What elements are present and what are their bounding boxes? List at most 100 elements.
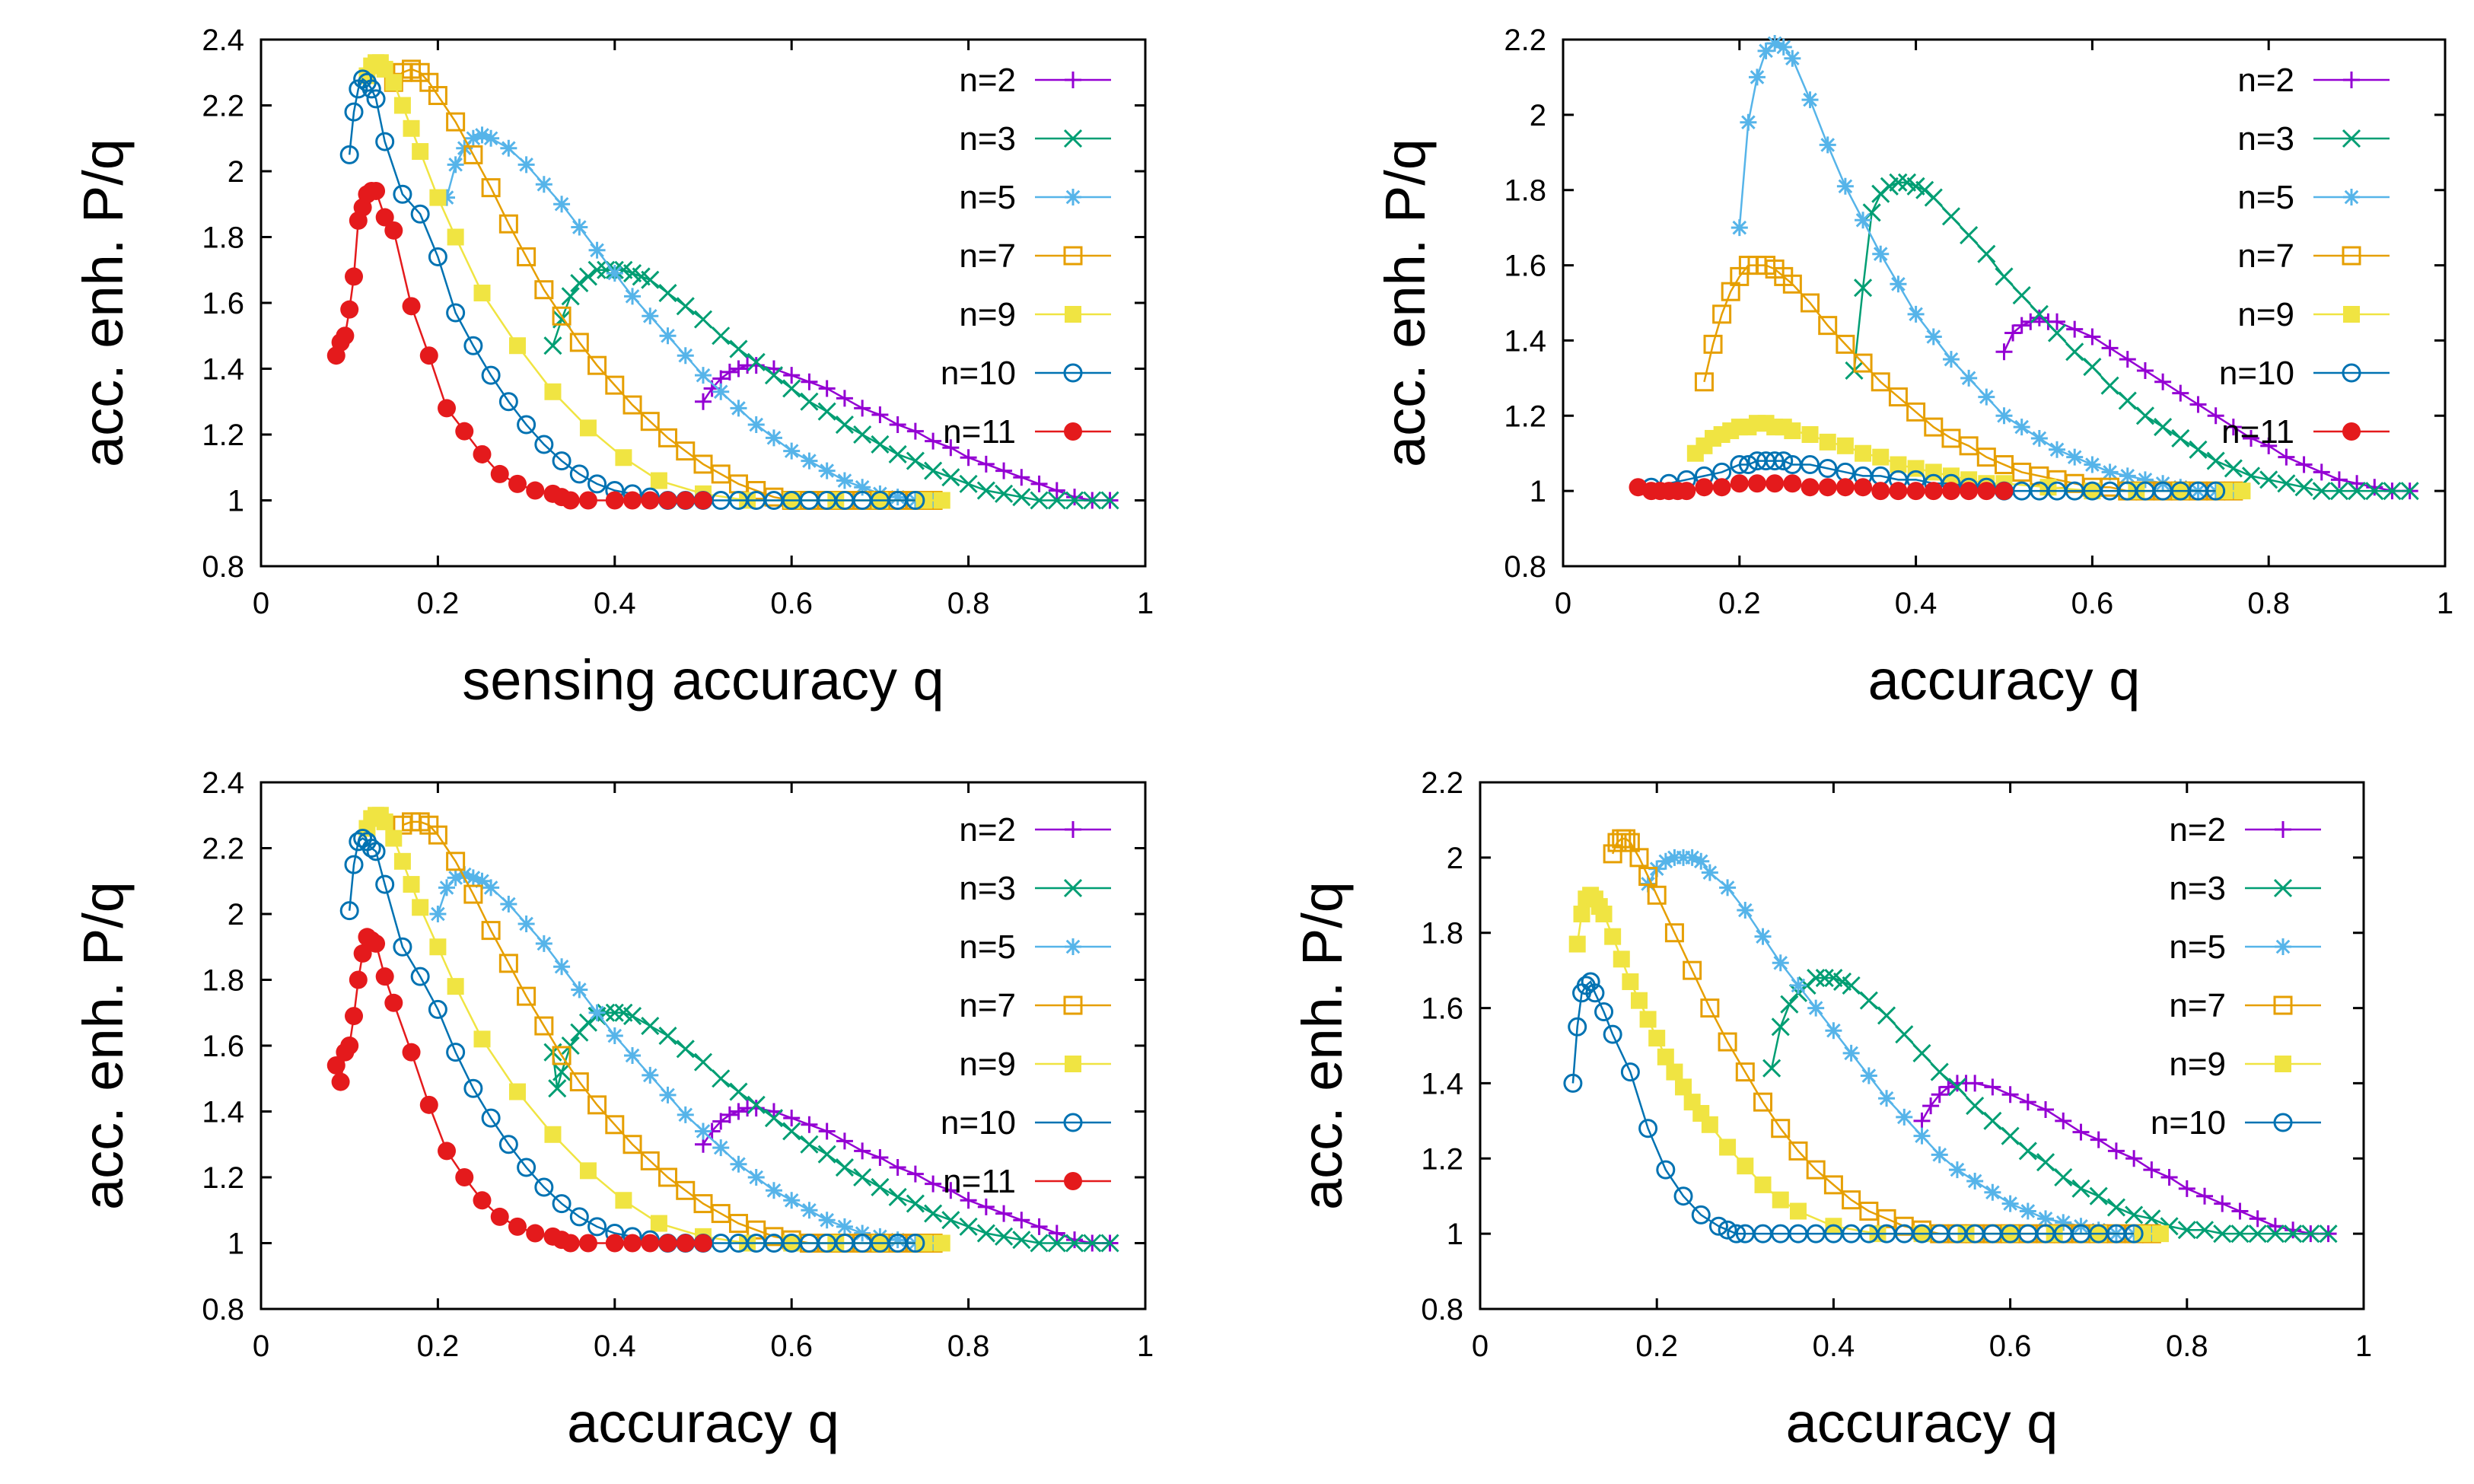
data-point	[410, 204, 430, 224]
series-n-7	[1603, 829, 2161, 1244]
data-point	[1771, 1119, 1791, 1138]
data-point	[2160, 1169, 2178, 1186]
data-point	[1737, 1158, 1754, 1175]
data-point	[403, 119, 420, 137]
series-n-7	[384, 59, 943, 510]
y-tick-label: 1.8	[1421, 917, 1463, 951]
data-point	[2047, 323, 2067, 342]
data-point	[605, 1003, 624, 1022]
data-point	[642, 1066, 659, 1084]
data-point	[2084, 456, 2101, 473]
legend-entry: n=2	[2237, 62, 2390, 99]
data-point	[1765, 451, 1785, 471]
data-point	[473, 1191, 492, 1210]
data-point	[561, 1036, 580, 1056]
series-n-2	[1995, 309, 2418, 500]
data-point	[2124, 1224, 2144, 1244]
data-point	[658, 1026, 677, 1046]
y-tick-label: 1.4	[1504, 324, 1546, 358]
data-point	[2001, 1126, 2020, 1145]
data-point	[800, 1135, 819, 1154]
chart-panel-bottom-left: 0 0.2 0.4 0.6 0.8 1 0.8 1 1.2 1.4 1.6 1.8 2 2.2 2.4 acc…	[72, 766, 1154, 1454]
x-tick-label: 0	[253, 587, 269, 620]
data-point	[1896, 1108, 1913, 1126]
data-point	[1664, 923, 1684, 943]
data-point	[2259, 470, 2278, 489]
series-line	[437, 873, 934, 1244]
data-point	[1712, 478, 1731, 497]
y-tick-label: 1.8	[202, 964, 244, 998]
data-point	[641, 270, 660, 289]
data-point	[2301, 1224, 2320, 1244]
y-tick-label: 1.4	[202, 1096, 244, 1129]
data-point	[995, 1205, 1013, 1222]
data-point	[1836, 177, 1854, 195]
data-point	[942, 1182, 960, 1199]
data-point	[2107, 1142, 2125, 1160]
data-point	[924, 1204, 943, 1223]
legend-label: n=7	[959, 987, 1016, 1024]
data-point	[375, 967, 394, 986]
chart-panel-bottom-right: 0 0.2 0.4 0.6 0.8 1 0.8 1 1.2 1.4 1.6 1.8 2 2.2 accura…	[1291, 766, 2372, 1454]
data-point	[561, 491, 580, 510]
data-point	[977, 1198, 995, 1215]
data-point	[1677, 482, 1696, 501]
legend-entry: n=3	[2169, 870, 2321, 907]
data-point	[853, 425, 872, 444]
data-point	[1675, 1078, 1692, 1096]
x-tick-label: 0.4	[1895, 587, 1937, 620]
data-point	[711, 464, 731, 484]
data-point	[2001, 1086, 2019, 1103]
series-n-9	[1686, 415, 2251, 500]
legend-marker	[1063, 1113, 1083, 1132]
series-n-2	[695, 1100, 1119, 1252]
y-tick-label: 1	[1530, 475, 1546, 508]
data-point	[345, 267, 364, 286]
legend-label: n=5	[959, 179, 1016, 216]
data-point	[941, 468, 960, 487]
data-point	[481, 178, 501, 198]
data-point	[2366, 479, 2383, 496]
data-point	[1906, 402, 1926, 422]
data-point	[2266, 1218, 2284, 1235]
data-point	[906, 1165, 924, 1183]
data-point	[924, 461, 943, 480]
data-point	[578, 491, 597, 510]
legend-marker	[1064, 1172, 1082, 1190]
data-point	[658, 428, 678, 447]
data-point	[1065, 491, 1084, 510]
data-point	[2125, 1150, 2143, 1167]
data-point	[2260, 437, 2278, 454]
data-point	[1960, 369, 1978, 387]
data-point	[2066, 448, 2084, 466]
data-point	[2189, 396, 2207, 413]
data-point	[517, 915, 535, 932]
data-point	[1815, 968, 1834, 988]
plot-frame	[1562, 38, 2447, 568]
data-point	[676, 1180, 696, 1200]
legend-entry: n=7	[959, 987, 1111, 1024]
y-tick-label: 1.6	[1504, 250, 1546, 283]
data-point	[1924, 482, 1943, 501]
data-point	[340, 300, 359, 319]
data-point	[2329, 482, 2348, 501]
data-point	[677, 347, 694, 365]
data-point	[428, 86, 447, 106]
legend-label: n=5	[959, 928, 1016, 966]
legend-entry: n=3	[959, 870, 1111, 907]
data-point	[1639, 1011, 1657, 1028]
data-point	[2036, 1153, 2055, 1172]
data-point	[508, 474, 527, 493]
legend-entry: n=9	[959, 296, 1111, 333]
data-point	[2013, 419, 2030, 436]
x-tick-label: 0.2	[1635, 1330, 1678, 1363]
data-point	[695, 1123, 712, 1140]
data-point	[410, 967, 430, 986]
data-point	[853, 1167, 872, 1187]
data-point	[1959, 436, 1979, 456]
data-point	[498, 1135, 518, 1154]
data-point	[693, 1194, 713, 1214]
series-n-3	[1845, 173, 2419, 501]
data-point	[517, 156, 535, 174]
data-point	[428, 825, 447, 845]
